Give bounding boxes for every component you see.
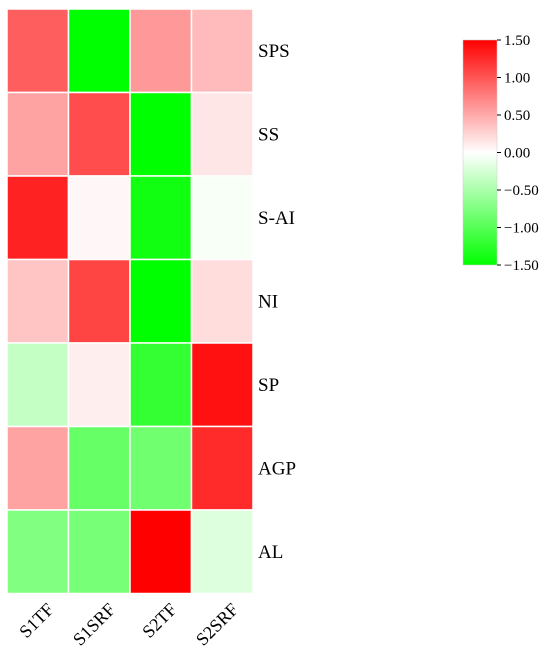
column-label-s1tf: S1TF [15,599,57,641]
heatmap-cell-sps-s2tf [129,8,193,94]
heatmap-cell-sps-s2srf [190,8,254,94]
column-label-s2srf: S2SRF [192,599,242,649]
heatmap-cell-ni-s1tf [6,258,70,344]
heatmap-cell-sp-s1srf [67,342,131,428]
heatmap-cell-sps-s1tf [6,8,70,94]
heatmap-cell-s-ai-s1tf [6,175,70,261]
heatmap-cell-ss-s2tf [129,91,193,177]
heatmap-cell-s-ai-s2tf [129,175,193,261]
heatmap-cell-ni-s2srf [190,258,254,344]
heatmap-cell-ss-s2srf [190,91,254,177]
row-label-sp: SP [258,375,279,396]
row-labels: SPS SS S-AI NI SP AGP AL [258,41,296,563]
row-label-ss: SS [258,124,279,145]
heatmap-cell-s-ai-s2srf [190,175,254,261]
colorbar: 1.50 1.00 0.50 0.00 −0.50 −1.00 −1.50 [462,33,539,274]
heatmap-cell-ss-s1srf [67,91,131,177]
heatmap-cell-s-ai-s1srf [67,175,131,261]
heatmap-cell-agp-s1srf [67,425,131,511]
heatmap-cell-ss-s1tf [6,91,70,177]
colorbar-tick-label: 0.00 [504,146,530,162]
colorbar-gradient [462,39,498,266]
heatmap-cell-al-s1tf [6,509,70,595]
heatmap-cell-agp-s1tf [6,425,70,511]
heatmap-cell-al-s2tf [129,509,193,595]
row-label-agp: AGP [258,458,296,479]
column-label-s2tf: S2TF [138,599,180,641]
row-label-s-ai: S-AI [258,208,295,229]
heatmap-cell-sps-s1srf [67,8,131,94]
row-label-sps: SPS [258,41,290,62]
heatmap-cell-agp-s2srf [190,425,254,511]
heatmap-cell-sp-s2tf [129,342,193,428]
row-label-ni: NI [258,291,278,312]
colorbar-tick-label: −1.50 [504,258,539,274]
heatmap-cell-ni-s1srf [67,258,131,344]
heatmap-cell-sp-s2srf [190,342,254,428]
column-labels: S1TF S1SRF S2TF S2SRF [15,599,242,649]
heatmap-cells [6,8,254,595]
heatmap-cell-ni-s2tf [129,258,193,344]
heatmap-cell-al-s1srf [67,509,131,595]
colorbar-tick-label: −0.50 [504,183,539,199]
colorbar-tick-label: −1.00 [504,221,539,237]
heatmap-cell-al-s2srf [190,509,254,595]
heatmap-cell-sp-s1tf [6,342,70,428]
column-label-s1srf: S1SRF [69,599,119,649]
colorbar-tick-label: 1.00 [504,71,530,87]
colorbar-tick-label: 1.50 [504,33,530,49]
heatmap-cell-agp-s2tf [129,425,193,511]
row-label-al: AL [258,542,283,563]
colorbar-tick-label: 0.50 [504,108,530,124]
